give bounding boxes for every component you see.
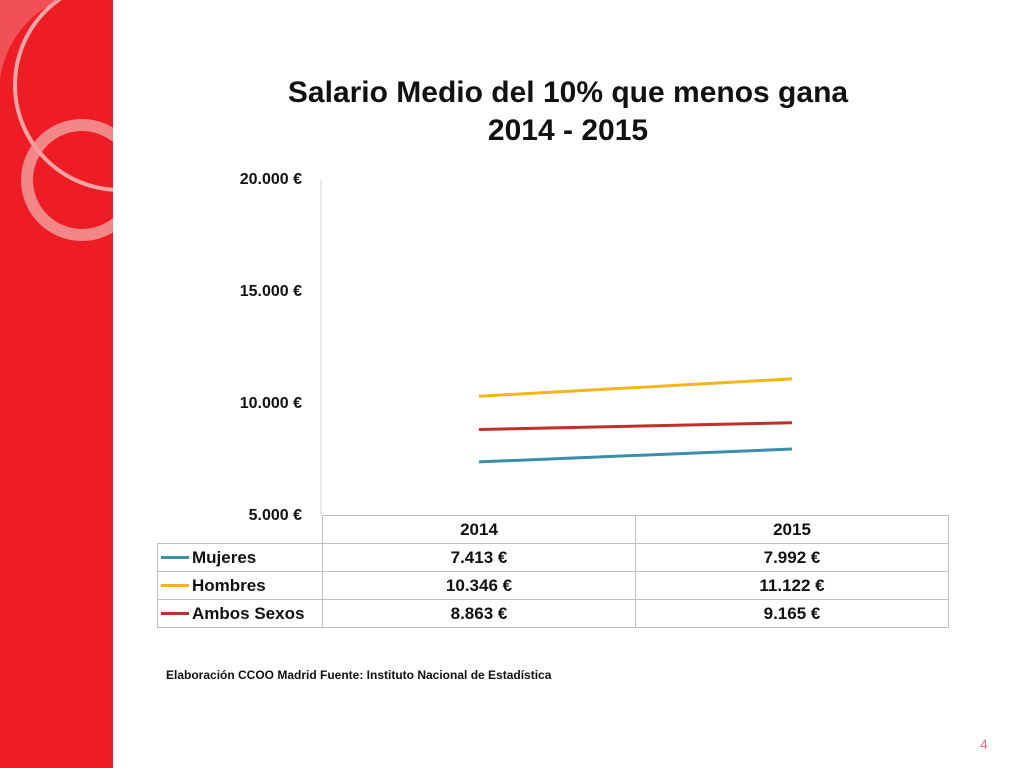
data-label-ambos-sexos-2014: 8.863 €	[322, 599, 636, 628]
decorative-circle-large	[13, 0, 113, 192]
legend-entry-mujeres: Mujeres	[157, 543, 323, 572]
legend-label-mujeres: Mujeres	[192, 547, 257, 567]
data-label-mujeres-2015: 7.992 €	[635, 543, 949, 572]
series-line-hombres	[478, 377, 793, 398]
data-label-ambos-sexos-2015: 9.165 €	[635, 599, 949, 628]
data-label-hombres-2014: 10.346 €	[322, 571, 636, 600]
y-tick-label-20000: 20.000 €	[239, 171, 302, 188]
legend-label-hombres: Hombres	[192, 575, 266, 595]
series-line-ambos-sexos	[478, 421, 793, 431]
legend-swatch-hombres	[161, 583, 189, 587]
data-table: 2014 2015 Mujeres 7.413 € 7.992 € Hombre…	[157, 515, 949, 628]
table-corner	[157, 515, 323, 544]
chart-title-line-2: 2014 - 2015	[487, 114, 649, 147]
legend-entry-hombres: Hombres	[157, 571, 323, 600]
decorative-circle-small	[21, 119, 113, 241]
chart-title-line-1: Salario Medio del 10% que menos gana	[287, 76, 849, 109]
category-header-2015: 2015	[635, 515, 949, 544]
source-note: Elaboración CCOO Madrid Fuente: Institut…	[166, 668, 552, 682]
y-tick-label-15000: 15.000 €	[239, 283, 302, 300]
legend-label-ambos-sexos: Ambos Sexos	[192, 603, 305, 623]
legend-swatch-ambos-sexos	[161, 611, 189, 615]
data-label-mujeres-2014: 7.413 €	[322, 543, 636, 572]
page-number: 4	[980, 736, 988, 752]
series-layer	[478, 377, 793, 464]
series-line-mujeres	[478, 447, 793, 464]
sidebar-decoration	[0, 0, 113, 768]
data-label-hombres-2015: 11.122 €	[635, 571, 949, 600]
decorative-arc	[0, 0, 60, 80]
legend-swatch-mujeres	[161, 555, 189, 559]
chart-title: Salario Medio del 10% que menos gana 201…	[160, 74, 976, 150]
table-header-row: 2014 2015	[157, 515, 949, 544]
table-row-hombres: Hombres 10.346 € 11.122 €	[157, 571, 949, 600]
category-header-2014: 2014	[322, 515, 636, 544]
legend-entry-ambos-sexos: Ambos Sexos	[157, 599, 323, 628]
table-row-ambos-sexos: Ambos Sexos 8.863 € 9.165 €	[157, 599, 949, 628]
decorative-circles	[0, 0, 113, 241]
y-tick-label-10000: 10.000 €	[239, 395, 302, 412]
table-row-mujeres: Mujeres 7.413 € 7.992 €	[157, 543, 949, 572]
